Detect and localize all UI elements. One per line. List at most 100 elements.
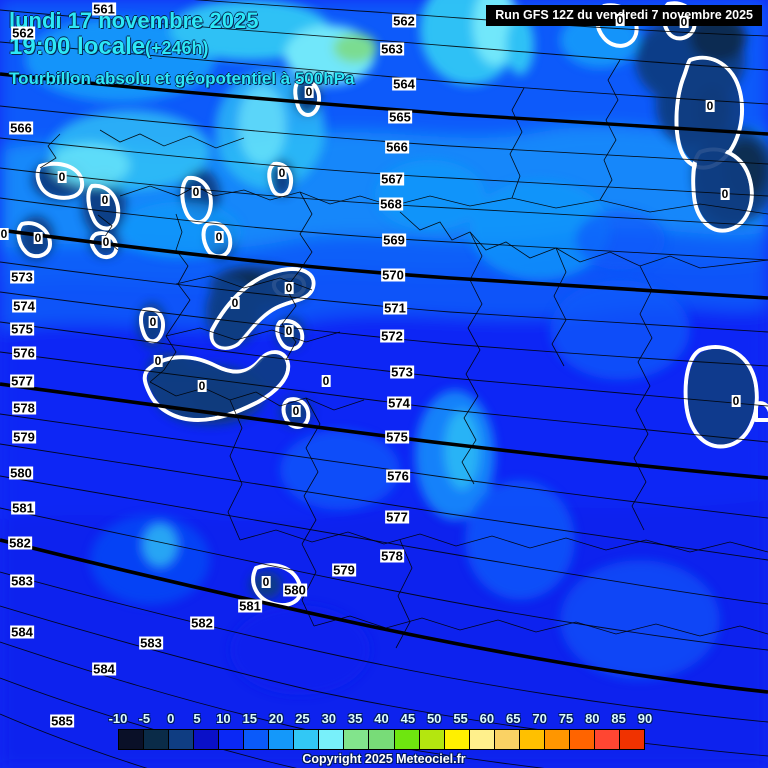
geopotential-contour-label: 577 [10, 373, 34, 389]
vorticity-zero-label: 0 [33, 231, 43, 245]
colorbar [118, 729, 645, 750]
geopotential-contour-label: 567 [380, 171, 404, 187]
forecast-date: lundi 17 novembre 2025 [9, 8, 259, 33]
geopotential-contour-label: 561 [92, 1, 116, 17]
colorbar-tick-label: 50 [426, 711, 442, 726]
colorbar-tick-label: 5 [193, 711, 201, 726]
geopotential-contour-label: 579 [12, 429, 36, 445]
colorbar-swatch [619, 730, 644, 749]
colorbar-swatch [394, 730, 420, 749]
colorbar-tick-label: 20 [268, 711, 284, 726]
colorbar-swatch [344, 730, 370, 749]
vorticity-zero-label: 0 [705, 99, 715, 113]
colorbar-tick-label: -10 [108, 711, 128, 726]
geopotential-contour-label: 565 [388, 109, 412, 125]
vorticity-zero-label: 0 [304, 85, 314, 99]
vorticity-zero-label: 0 [191, 185, 201, 199]
geopotential-contour-label: 569 [382, 232, 406, 248]
vorticity-zero-label: 0 [101, 235, 111, 249]
geopotential-contour-label: 564 [392, 76, 416, 92]
vorticity-zero-label: 0 [615, 13, 625, 27]
geopotential-contour-label: 572 [380, 328, 404, 344]
forecast-lead-time: (+246h) [145, 38, 209, 58]
geopotential-contour-label: 566 [385, 139, 409, 155]
geopotential-contour-label: 571 [383, 300, 407, 316]
geopotential-contour-label: 573 [10, 269, 34, 285]
geopotential-contour-label: 575 [10, 321, 34, 337]
colorbar-swatch [144, 730, 170, 749]
geopotential-contour-label: 566 [9, 120, 33, 136]
geopotential-contour-label: 574 [387, 395, 411, 411]
copyright-notice: Copyright 2025 Meteociel.fr [302, 752, 466, 766]
colorbar-tick-label: 60 [479, 711, 495, 726]
geopotential-contour-label: 577 [385, 509, 409, 525]
colorbar-swatch [169, 730, 195, 749]
colorbar-swatch [244, 730, 270, 749]
colorbar-tick-label: 90 [637, 711, 653, 726]
vorticity-zero-label: 0 [731, 394, 741, 408]
geopotential-contour-label: 576 [386, 468, 410, 484]
colorbar-tick-label: 80 [585, 711, 600, 726]
colorbar-tick-label: 85 [611, 711, 626, 726]
colorbar-swatch [444, 730, 470, 749]
geopotential-contour-label: 580 [9, 465, 33, 481]
vorticity-zero-label: 0 [284, 324, 294, 338]
geopotential-contour-label: 582 [8, 535, 32, 551]
geopotential-contour-label: 574 [12, 298, 36, 314]
geopotential-contour-label: 580 [283, 582, 307, 598]
vorticity-zero-label: 0 [679, 15, 689, 29]
vorticity-zero-label: 0 [148, 315, 158, 329]
geopotential-contour-label: 578 [12, 400, 36, 416]
geopotential-contour-label: 584 [10, 624, 34, 640]
colorbar-swatch [544, 730, 570, 749]
colorbar-tick-label: 10 [216, 711, 231, 726]
vorticity-zero-label: 0 [261, 575, 271, 589]
colorbar-tick-label: 35 [347, 711, 363, 726]
colorbar-swatch [319, 730, 345, 749]
vorticity-zero-label: 0 [284, 281, 294, 295]
colorbar-swatch [269, 730, 295, 749]
colorbar-tick-label: -5 [138, 711, 151, 726]
map-subtitle: Tourbillon absolu et géopotentiel à 500h… [9, 69, 355, 88]
geopotential-contour-label: 583 [10, 573, 34, 589]
geopotential-contour-label: 562 [11, 25, 35, 41]
geopotential-contour-label: 581 [238, 598, 262, 614]
vorticity-zero-label: 0 [720, 187, 730, 201]
geopotential-contour-label: 576 [12, 345, 36, 361]
vorticity-zero-label: 0 [57, 170, 67, 184]
vorticity-zero-label: 0 [214, 230, 224, 244]
colorbar-tick-label: 75 [558, 711, 574, 726]
vorticity-zero-label: 0 [153, 354, 163, 368]
geopotential-contour-label: 568 [379, 196, 403, 212]
geopotential-contour-label: 573 [390, 364, 414, 380]
colorbar-ticks: -10 -5 0 5 10 15 20 25 30 35 40 45 50 55 60 65 70 75 80 85 9… [109, 711, 653, 727]
colorbar-swatch [519, 730, 545, 749]
colorbar-swatch [294, 730, 320, 749]
colorbar-tick-label: 30 [321, 711, 337, 726]
geopotential-contour-label: 585 [50, 713, 74, 729]
colorbar-tick-label: 15 [242, 711, 257, 726]
colorbar-tick-label: 40 [374, 711, 389, 726]
geopotential-contour-label: 570 [381, 267, 405, 283]
colorbar-tick-label: 25 [295, 711, 310, 726]
colorbar-tick-label: 0 [167, 711, 175, 726]
colorbar-tick-label: 65 [506, 711, 521, 726]
colorbar-swatch [594, 730, 620, 749]
vorticity-zero-label: 0 [291, 404, 301, 418]
colorbar-swatch [419, 730, 445, 749]
colorbar-tick-label: 45 [400, 711, 416, 726]
geopotential-contour-label: 583 [139, 635, 163, 651]
colorbar-swatch [469, 730, 495, 749]
colorbar-swatch [194, 730, 220, 749]
colorbar-swatch [569, 730, 595, 749]
vorticity-zero-label: 0 [197, 379, 207, 393]
colorbar-tick-label: 70 [532, 711, 547, 726]
geopotential-contour-label: 582 [190, 615, 214, 631]
geopotential-contour-label: 579 [332, 562, 356, 578]
geopotential-contour-label: 578 [380, 548, 404, 564]
colorbar-swatch [369, 730, 395, 749]
geopotential-contour-label: 584 [92, 661, 116, 677]
colorbar-swatch [119, 730, 145, 749]
